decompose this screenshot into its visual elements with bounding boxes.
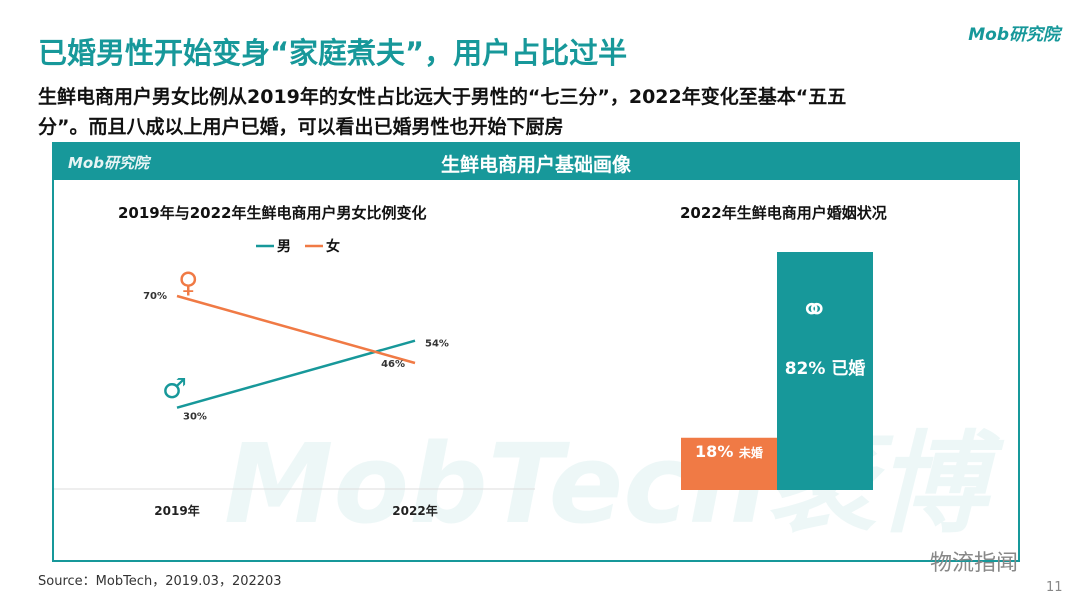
bar-chart-title: 2022年生鲜电商用户婚姻状况 bbox=[680, 204, 887, 222]
data-label: 54% bbox=[425, 339, 449, 350]
data-label: 70% bbox=[143, 291, 167, 302]
line-chart-title: 2019年与2022年生鲜电商用户男女比例变化 bbox=[118, 204, 427, 222]
series-line-1 bbox=[176, 294, 416, 365]
wechat-watermark: 物流指闻 bbox=[930, 551, 1019, 576]
legend-female: 女 bbox=[326, 238, 340, 255]
page-number: 11 bbox=[1046, 580, 1063, 595]
series-line-0 bbox=[176, 339, 416, 409]
card-header: Mob研究院 生鲜电商用户基础画像 bbox=[54, 144, 1018, 180]
data-label: 30% bbox=[183, 412, 207, 423]
legend-male: 男 bbox=[277, 239, 291, 255]
x-tick-2019: 2019年 bbox=[154, 503, 199, 518]
subtitle-line2: 分”。而且八成以上用户已婚，可以看出已婚男性也开始下厨房 bbox=[38, 116, 564, 138]
married-label: 82% 已婚 bbox=[784, 359, 866, 379]
unmarried-label: 18% 未婚 bbox=[695, 442, 763, 461]
subtitle-line1: 生鲜电商用户男女比例从2019年的女性占比远大于男性的“七三分”，2022年变化… bbox=[38, 86, 847, 108]
mob-logo: Mob研究院 bbox=[968, 25, 1060, 45]
bar-1 bbox=[777, 252, 873, 490]
x-tick-2022: 2022年 bbox=[392, 503, 437, 518]
girl-icon: ☺ bbox=[714, 400, 744, 433]
card-logo: Mob研究院 bbox=[68, 154, 149, 172]
female-icon: ♀ bbox=[178, 266, 199, 299]
card-title: 生鲜电商用户基础画像 bbox=[440, 154, 631, 176]
legend: 男 女 bbox=[256, 238, 340, 255]
page-title: 已婚男性开始变身“家庭煮夫”，用户占比过半 bbox=[38, 36, 628, 70]
bar-0 bbox=[681, 437, 777, 490]
source-note: Source：MobTech，2019.03，202203 bbox=[38, 574, 282, 589]
male-icon: ♂ bbox=[162, 372, 187, 405]
wedding-couple-icon: ⚭ bbox=[800, 290, 829, 330]
data-label: 46% bbox=[381, 359, 405, 370]
